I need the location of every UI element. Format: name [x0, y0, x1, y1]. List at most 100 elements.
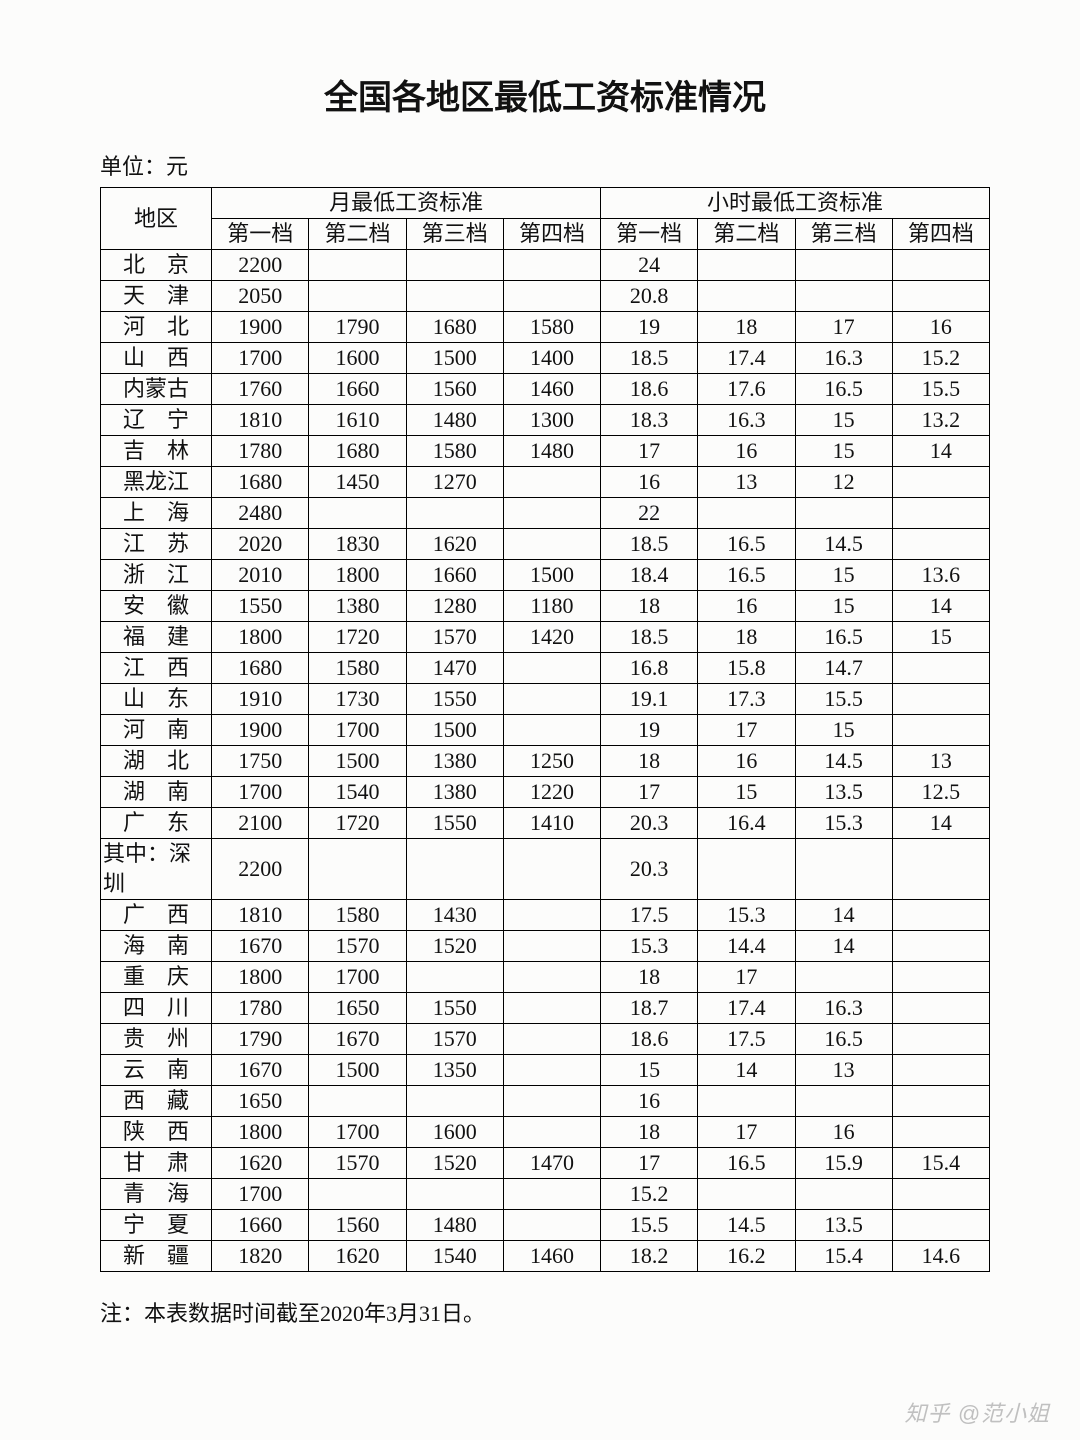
cell-monthly-3: 1660: [406, 560, 503, 591]
cell-monthly-2: 1620: [309, 1241, 406, 1272]
cell-monthly-4: 1180: [503, 591, 600, 622]
cell-hourly-3: 16.3: [795, 343, 892, 374]
cell-hourly-4: [892, 900, 989, 931]
cell-monthly-3: [406, 962, 503, 993]
cell-region: 北 京: [101, 250, 212, 281]
cell-hourly-1: 18: [601, 962, 698, 993]
cell-monthly-3: 1680: [406, 312, 503, 343]
cell-hourly-1: 18.5: [601, 622, 698, 653]
table-row: 西 藏165016: [101, 1086, 990, 1117]
col-h4: 第四档: [892, 219, 989, 250]
cell-hourly-2: 15: [698, 777, 795, 808]
cell-hourly-1: 20.3: [601, 839, 698, 900]
col-m1: 第一档: [212, 219, 309, 250]
cell-monthly-4: 1480: [503, 436, 600, 467]
cell-hourly-1: 16: [601, 1086, 698, 1117]
cell-monthly-3: 1500: [406, 343, 503, 374]
cell-monthly-4: [503, 839, 600, 900]
cell-hourly-3: 15.3: [795, 808, 892, 839]
cell-hourly-1: 19: [601, 715, 698, 746]
cell-monthly-2: 1500: [309, 746, 406, 777]
cell-monthly-1: 1790: [212, 1024, 309, 1055]
cell-hourly-1: 17: [601, 436, 698, 467]
cell-monthly-4: 1580: [503, 312, 600, 343]
cell-hourly-4: 16: [892, 312, 989, 343]
cell-hourly-3: 16.5: [795, 622, 892, 653]
table-row: 内蒙古176016601560146018.617.616.515.5: [101, 374, 990, 405]
cell-monthly-1: 1800: [212, 622, 309, 653]
table-row: 浙 江201018001660150018.416.51513.6: [101, 560, 990, 591]
cell-hourly-2: 17.4: [698, 343, 795, 374]
cell-monthly-3: 1480: [406, 405, 503, 436]
cell-hourly-1: 20.3: [601, 808, 698, 839]
cell-region: 贵 州: [101, 1024, 212, 1055]
cell-monthly-4: [503, 281, 600, 312]
unit-label: 单位：元: [100, 149, 990, 181]
cell-hourly-1: 18: [601, 746, 698, 777]
cell-hourly-4: [892, 1179, 989, 1210]
cell-hourly-3: 13.5: [795, 1210, 892, 1241]
cell-monthly-3: 1470: [406, 653, 503, 684]
table-row: 湖 南1700154013801220171513.512.5: [101, 777, 990, 808]
cell-monthly-4: [503, 250, 600, 281]
table-row: 上 海248022: [101, 498, 990, 529]
cell-monthly-3: 1380: [406, 777, 503, 808]
cell-hourly-4: [892, 281, 989, 312]
cell-hourly-1: 18: [601, 1117, 698, 1148]
cell-hourly-4: [892, 467, 989, 498]
cell-hourly-1: 18.6: [601, 374, 698, 405]
cell-hourly-2: [698, 1179, 795, 1210]
col-h2: 第二档: [698, 219, 795, 250]
cell-monthly-4: [503, 1024, 600, 1055]
cell-hourly-2: 16.5: [698, 1148, 795, 1179]
cell-hourly-3: 15: [795, 715, 892, 746]
cell-monthly-2: [309, 1086, 406, 1117]
cell-hourly-1: 15.2: [601, 1179, 698, 1210]
cell-hourly-4: [892, 1086, 989, 1117]
cell-hourly-3: 14.7: [795, 653, 892, 684]
cell-monthly-1: 1660: [212, 1210, 309, 1241]
cell-hourly-2: 17: [698, 962, 795, 993]
cell-hourly-3: 14: [795, 931, 892, 962]
cell-hourly-3: [795, 1086, 892, 1117]
cell-monthly-2: 1600: [309, 343, 406, 374]
cell-monthly-1: 1760: [212, 374, 309, 405]
cell-monthly-4: [503, 1179, 600, 1210]
cell-hourly-1: 24: [601, 250, 698, 281]
cell-hourly-3: 16.3: [795, 993, 892, 1024]
cell-monthly-4: 1460: [503, 1241, 600, 1272]
cell-monthly-2: [309, 498, 406, 529]
table-row: 天 津205020.8: [101, 281, 990, 312]
cell-region: 黑龙江: [101, 467, 212, 498]
cell-hourly-4: 14.6: [892, 1241, 989, 1272]
cell-monthly-4: [503, 653, 600, 684]
wage-table: 地区 月最低工资标准 小时最低工资标准 第一档 第二档 第三档 第四档 第一档 …: [100, 187, 990, 1272]
cell-monthly-1: 1700: [212, 777, 309, 808]
cell-monthly-3: 1540: [406, 1241, 503, 1272]
cell-hourly-1: 18.5: [601, 529, 698, 560]
cell-hourly-4: [892, 250, 989, 281]
cell-monthly-3: [406, 250, 503, 281]
cell-monthly-4: 1250: [503, 746, 600, 777]
table-row: 贵 州17901670157018.617.516.5: [101, 1024, 990, 1055]
col-m2: 第二档: [309, 219, 406, 250]
table-row: 黑龙江168014501270161312: [101, 467, 990, 498]
cell-hourly-3: [795, 498, 892, 529]
cell-monthly-3: 1520: [406, 1148, 503, 1179]
cell-monthly-3: 1280: [406, 591, 503, 622]
cell-monthly-2: 1700: [309, 962, 406, 993]
cell-monthly-4: [503, 467, 600, 498]
cell-monthly-3: 1570: [406, 622, 503, 653]
cell-monthly-1: 1810: [212, 405, 309, 436]
cell-monthly-1: 1670: [212, 931, 309, 962]
cell-monthly-1: 1700: [212, 1179, 309, 1210]
cell-hourly-1: 18.7: [601, 993, 698, 1024]
cell-hourly-2: 16: [698, 591, 795, 622]
col-region: 地区: [101, 188, 212, 250]
cell-hourly-3: 15.5: [795, 684, 892, 715]
cell-hourly-3: [795, 962, 892, 993]
cell-monthly-2: [309, 839, 406, 900]
cell-region: 宁 夏: [101, 1210, 212, 1241]
cell-hourly-2: 16.3: [698, 405, 795, 436]
cell-hourly-2: [698, 839, 795, 900]
